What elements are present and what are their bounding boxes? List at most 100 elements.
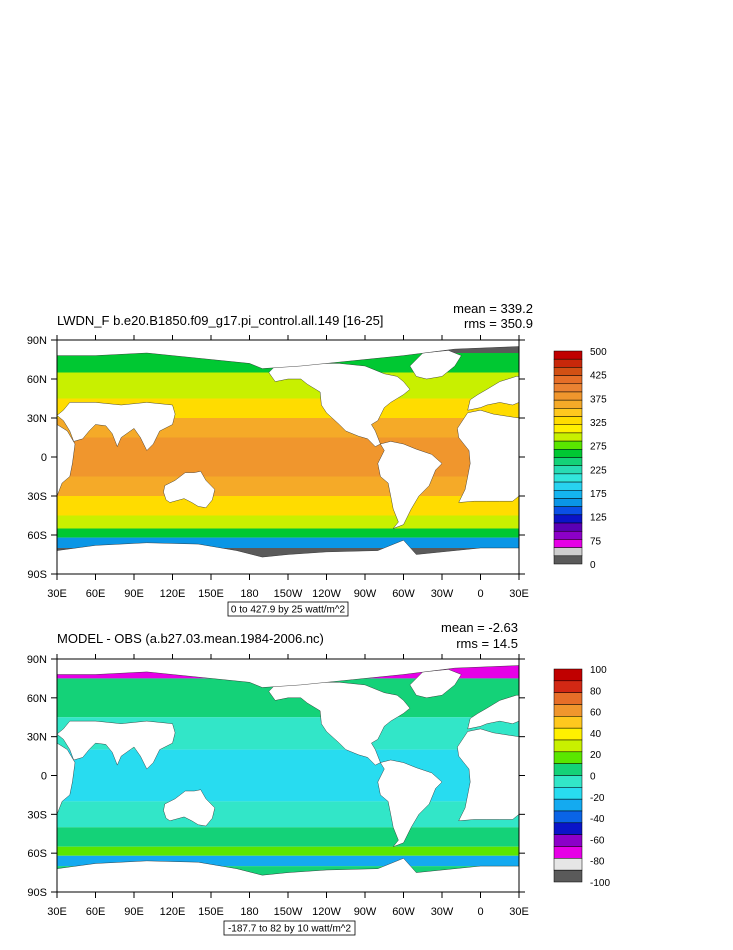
x-tick-label: 120W	[312, 588, 341, 600]
colorbar-swatch	[553, 547, 583, 557]
land-polygon	[377, 759, 443, 848]
field-band	[57, 855, 519, 867]
x-tick-label: 30E	[47, 906, 67, 918]
y-tick-label: 0	[41, 771, 47, 783]
x-tick-label: 90E	[124, 588, 144, 600]
colorbar-swatch	[553, 858, 583, 871]
land-polygon	[409, 669, 462, 699]
colorbar-label: 325	[590, 418, 607, 429]
colorbar-swatch	[553, 465, 583, 475]
mean-label: mean = 339.2	[453, 301, 533, 316]
x-tick-label: 180	[240, 906, 258, 918]
field-band	[57, 801, 519, 828]
colorbar-swatch	[553, 522, 583, 532]
colorbar-swatch	[553, 473, 583, 483]
colorbar: 500 425 375 325 275 225 175 125 75 0	[553, 347, 607, 571]
x-tick-label: 30W	[431, 588, 454, 600]
y-tick-label: 60N	[27, 374, 47, 386]
colorbar-swatch	[553, 530, 583, 540]
field-band	[57, 528, 519, 538]
x-tick-label: 90W	[354, 906, 377, 918]
colorbar-label: 225	[590, 465, 607, 476]
land-polygon	[268, 682, 411, 766]
colorbar-swatch	[553, 416, 583, 425]
x-tick-label: 30E	[509, 588, 529, 600]
land-polygon	[56, 858, 520, 893]
field-band	[57, 846, 519, 856]
colorbar-swatch	[553, 775, 583, 788]
colorbar-swatch	[553, 358, 583, 368]
colorbar-swatch	[553, 399, 583, 409]
colorbar-label: -80	[590, 857, 605, 868]
x-tick-label: 60E	[86, 588, 106, 600]
colorbar-swatch	[553, 375, 583, 385]
y-tick-label: 60S	[27, 530, 47, 542]
colorbar-swatch	[553, 716, 583, 729]
colorbar-label: 60	[590, 708, 602, 719]
x-tick-label: 150E	[198, 588, 224, 600]
colorbar-swatch	[553, 763, 583, 776]
axis-ticks: 30E 60E 90E 120E 150E 180 150W 120W 90W 60W 30W 0 30…	[27, 335, 529, 600]
y-tick-label: 30S	[27, 491, 47, 503]
land-polygon	[56, 720, 176, 770]
range-box	[223, 920, 356, 936]
colorbar-swatch	[553, 424, 583, 434]
colorbar-swatch	[553, 727, 583, 741]
colorbar-label: 500	[590, 347, 607, 358]
y-tick-label: 30N	[27, 732, 47, 744]
x-tick-label: 30E	[509, 906, 529, 918]
colorbar-swatch	[553, 751, 583, 764]
x-tick-label: 150W	[274, 906, 303, 918]
field-band	[57, 515, 519, 529]
field-band	[57, 537, 519, 548]
colorbar-swatch	[553, 391, 583, 401]
colorbar-swatch	[553, 704, 583, 717]
colorbar-swatch	[553, 810, 583, 824]
land-mask	[56, 658, 520, 893]
colorbar-swatch	[553, 490, 583, 499]
y-tick-label: 60N	[27, 693, 47, 705]
colorbar-swatch	[553, 739, 583, 753]
colorbar-swatch	[553, 350, 583, 360]
range-box	[227, 601, 349, 617]
range-label: 0 to 427.9 by 25 watt/m^2	[231, 605, 346, 616]
colorbar-label: 125	[590, 513, 607, 524]
rms-label: rms = 14.5	[456, 636, 518, 651]
x-tick-label: 150W	[274, 588, 303, 600]
colorbar-label: 75	[590, 536, 602, 547]
land-polygon	[268, 363, 411, 447]
land-polygon	[457, 409, 520, 503]
colorbar-swatch	[553, 457, 583, 466]
colorbar-swatch	[553, 449, 583, 458]
land-mask	[56, 339, 520, 575]
y-tick-label: 90N	[27, 335, 47, 347]
colorbar-swatch	[553, 481, 583, 491]
rms-label: rms = 350.9	[464, 316, 533, 331]
y-tick-label: 30S	[27, 809, 47, 821]
x-tick-label: 150E	[198, 906, 224, 918]
x-tick-label: 120E	[160, 588, 186, 600]
land-polygon	[56, 742, 76, 815]
colorbar-swatch	[553, 498, 583, 507]
colorbar-label: -40	[590, 814, 605, 825]
x-tick-label: 60E	[86, 906, 106, 918]
colorbar-swatch	[553, 680, 583, 693]
y-tick-label: 60S	[27, 848, 47, 860]
y-tick-label: 90S	[27, 569, 47, 581]
x-tick-label: 90W	[354, 588, 377, 600]
x-tick-label: 90E	[124, 906, 144, 918]
field-band	[57, 437, 519, 477]
colorbar-swatch	[553, 367, 583, 376]
land-polygon	[163, 471, 216, 508]
colorbar-swatch	[553, 869, 583, 883]
colorbar-swatch	[553, 408, 583, 417]
colorbar-swatch	[553, 846, 583, 859]
colorbar-label: -20	[590, 793, 605, 804]
field-band	[57, 749, 519, 802]
land-polygon	[457, 728, 520, 822]
colorbar-label: 80	[590, 686, 602, 697]
colorbar-label: 20	[590, 750, 602, 761]
panel-model-obs: MODEL - OBS (a.b27.03.mean.1984-2006.nc)…	[27, 620, 610, 936]
